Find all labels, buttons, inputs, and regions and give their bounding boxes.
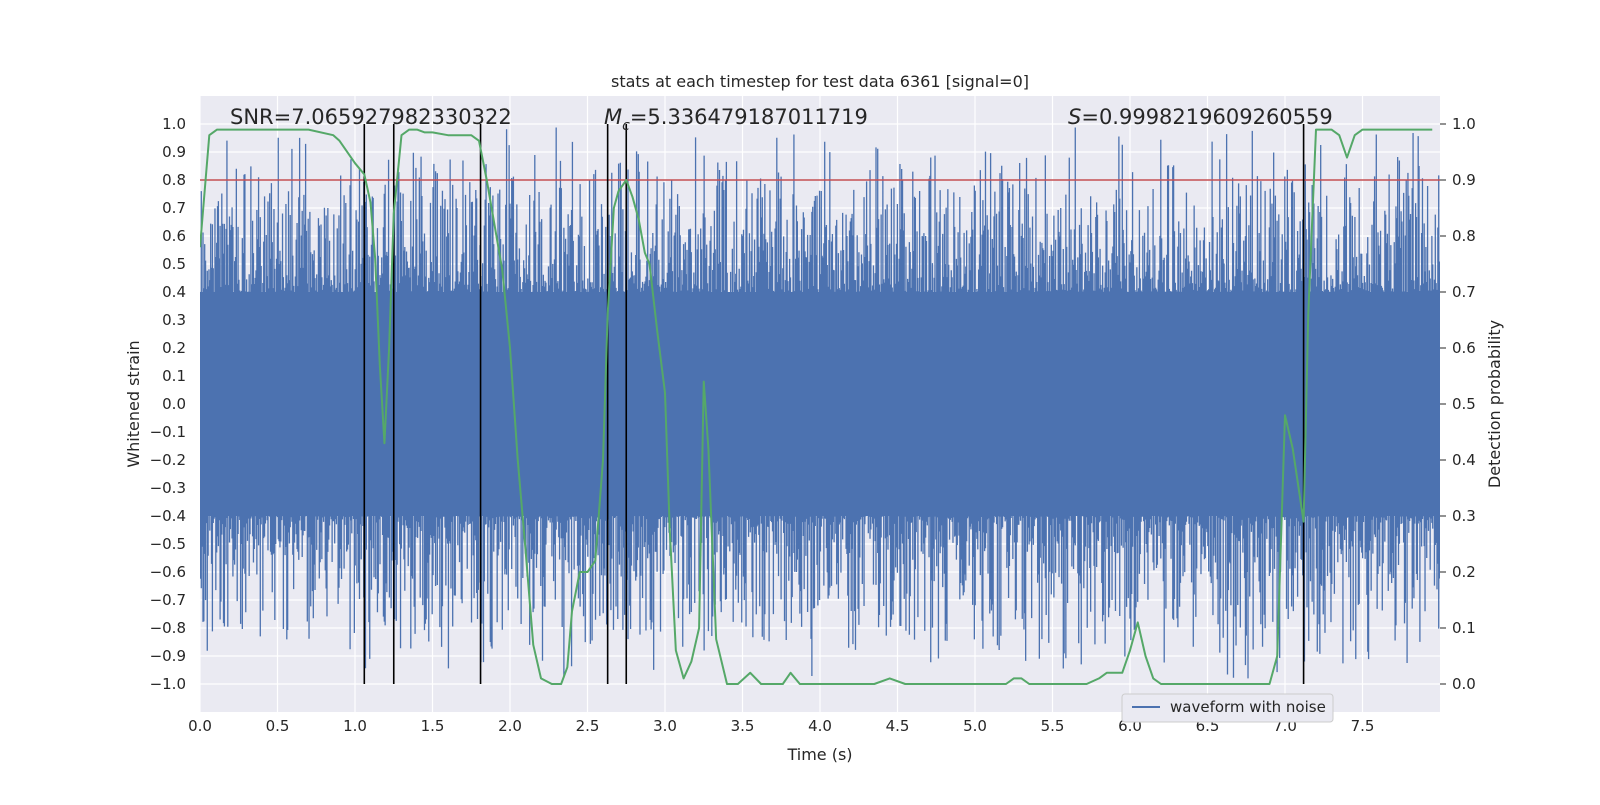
y-tick-label: −1.0 <box>150 675 186 693</box>
waveform-series <box>200 127 1440 679</box>
mc-subscript: c <box>622 118 630 134</box>
s-symbol: S <box>1068 105 1081 129</box>
y-tick-label: 1.0 <box>162 115 186 133</box>
y-axis-ticks: 1.0 0.9 0.8 0.7 0.6 0.5 0.4 0.3 0.2 0.1 0.0 −0.1 −0.… <box>150 115 186 693</box>
y2-tick-label: 0.8 <box>1452 227 1476 245</box>
x-tick-label: 7.5 <box>1351 717 1375 735</box>
y2-tick-label: 0.6 <box>1452 339 1476 357</box>
x-tick-label: 4.5 <box>886 717 910 735</box>
y-tick-label: 0.9 <box>162 143 186 161</box>
y2-tick-label: 0.9 <box>1452 171 1476 189</box>
probability-series <box>200 128 1433 685</box>
legend-box <box>1121 693 1334 723</box>
x-tick-label: 5.0 <box>963 717 987 735</box>
probability-line <box>200 128 1433 685</box>
x-tick-label: 2.0 <box>498 717 522 735</box>
x-tick-label: 5.5 <box>1041 717 1065 735</box>
y-tick-label: 0.7 <box>162 199 186 217</box>
y-tick-label: −0.3 <box>150 479 186 497</box>
y2-tick-label: 0.2 <box>1452 563 1476 581</box>
y2-tick-label: 0.1 <box>1452 619 1476 637</box>
y2-tick-label: 0.5 <box>1452 395 1476 413</box>
y2-tick-label: 1.0 <box>1452 115 1476 133</box>
snr-annotation: SNR=7.065927982330322 <box>230 105 512 129</box>
y-tick-label: −0.6 <box>150 563 186 581</box>
s-value: =0.9998219609260559 <box>1081 105 1332 129</box>
y-tick-label: 0.4 <box>162 283 186 301</box>
y2-axis-label: Detection probability <box>1485 320 1504 488</box>
x-tick-label: 3.5 <box>731 717 755 735</box>
x-tick-label: 0.5 <box>266 717 290 735</box>
x-tick-label: 1.5 <box>421 717 445 735</box>
y-tick-label: 0.5 <box>162 255 186 273</box>
y-tick-label: −0.8 <box>150 619 186 637</box>
y2-tick-label: 0.4 <box>1452 451 1476 469</box>
s-annotation: S=0.9998219609260559 <box>1068 105 1333 129</box>
y-axis-label: Whitened strain <box>124 340 143 467</box>
y-tick-label: 0.2 <box>162 339 186 357</box>
y2-axis-ticks: 1.0 0.9 0.8 0.7 0.6 0.5 0.4 0.3 0.2 0.1 0.0 <box>1440 115 1476 693</box>
legend-label-waveform: waveform with noise <box>1170 698 1326 716</box>
x-tick-label: 2.5 <box>576 717 600 735</box>
y-tick-label: 0.8 <box>162 171 186 189</box>
x-tick-label: 1.0 <box>343 717 367 735</box>
mc-symbol: M <box>604 105 622 129</box>
waveform-line <box>200 127 1440 679</box>
y-tick-label: 0.1 <box>162 367 186 385</box>
y-tick-label: −0.9 <box>150 647 186 665</box>
y-tick-label: −0.4 <box>150 507 186 525</box>
y-tick-label: 0.6 <box>162 227 186 245</box>
y-tick-label: 0.3 <box>162 311 186 329</box>
y2-tick-label: 0.0 <box>1452 675 1476 693</box>
chart-title: stats at each timestep for test data 636… <box>611 72 1029 91</box>
y-tick-label: 0.0 <box>162 395 186 413</box>
y2-tick-label: 0.3 <box>1452 507 1476 525</box>
y-tick-label: −0.1 <box>150 423 186 441</box>
x-axis-label: Time (s) <box>786 745 852 764</box>
x-tick-label: 0.0 <box>188 717 212 735</box>
legend: waveform with noise <box>1121 693 1334 723</box>
y-tick-label: −0.5 <box>150 535 186 553</box>
x-tick-label: 4.0 <box>808 717 832 735</box>
mc-value: =5.336479187011719 <box>630 105 868 129</box>
y-tick-label: −0.2 <box>150 451 186 469</box>
y-tick-label: −0.7 <box>150 591 186 609</box>
y2-tick-label: 0.7 <box>1452 283 1476 301</box>
mc-annotation: Mc=5.336479187011719 <box>604 105 868 134</box>
x-tick-label: 3.0 <box>653 717 677 735</box>
